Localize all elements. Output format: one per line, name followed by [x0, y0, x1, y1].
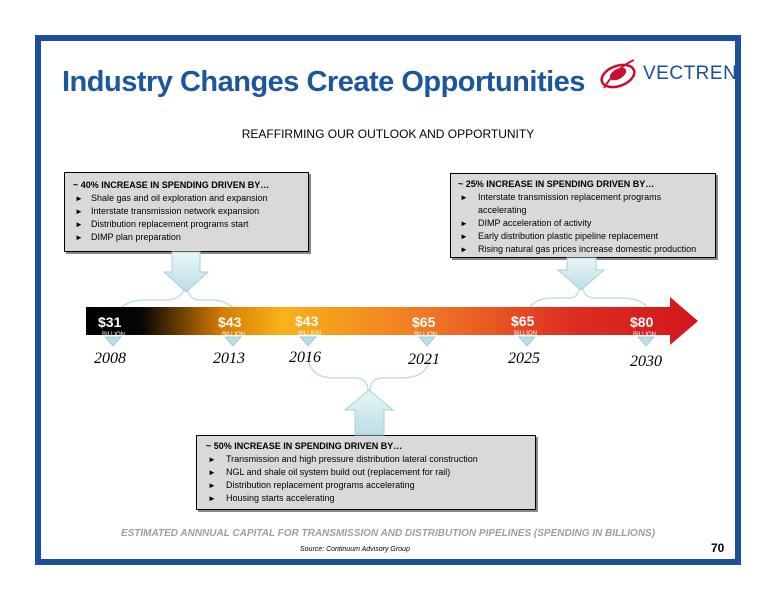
bullet-arrow-icon: ► [208, 468, 216, 477]
bullet-arrow-icon: ► [208, 455, 216, 464]
list-item: ► DIMP acceleration of activity [460, 218, 592, 228]
bullet-arrow-icon: ► [208, 481, 216, 490]
callout-box-40-percent: ~ 40% INCREASE IN SPENDING DRIVEN BY… ► S… [64, 172, 309, 252]
amount-label: $80 [630, 314, 654, 330]
list-item: ► Shale gas and oil exploration and expan… [75, 193, 268, 203]
unit-label: BILLION [298, 331, 322, 337]
bullet-arrow-icon: ► [460, 193, 468, 202]
list-item: ► Early distribution plastic pipeline rep… [460, 231, 659, 241]
callout-box-25-percent: ~ 25% INCREASE IN SPENDING DRIVEN BY… ► I… [450, 173, 716, 258]
source-note: Source: Continuum Advisory Group [300, 546, 410, 553]
callout-heading: ~ 40% INCREASE IN SPENDING DRIVEN BY… [73, 180, 270, 190]
bullet-arrow-icon: ► [460, 232, 468, 241]
unit-label: BILLION [414, 332, 438, 338]
amount-label: $43 [295, 313, 319, 329]
list-item: ► DIMP plan preparation [75, 232, 181, 242]
list-item: ► NGL and shale oil system build out (rep… [208, 467, 451, 477]
year-label: 2008 [94, 350, 126, 367]
list-item: ► Distribution replacement programs start [75, 219, 249, 229]
list-item: ► Interstate transmission network expansi… [75, 206, 260, 216]
amount-label: $65 [412, 314, 436, 330]
amount-label: $65 [511, 313, 535, 329]
year-label: 2025 [508, 350, 540, 367]
unit-label: BILLION [102, 332, 126, 338]
list-item: ► Distribution replacement programs accel… [208, 480, 415, 490]
bullet-arrow-icon: ► [460, 219, 468, 228]
bullet-arrow-icon: ► [208, 494, 216, 503]
bullet-arrow-icon: ► [75, 220, 83, 229]
amount-label: $31 [98, 314, 122, 330]
slide-subtitle: REAFFIRMING OUR OUTLOOK AND OPPORTUNITY [241, 127, 535, 141]
list-item: ► Transmission and high pressure distribu… [208, 454, 478, 464]
slide-title: Industry Changes Create Opportunities [62, 66, 585, 98]
amount-label: $43 [218, 314, 242, 330]
year-label: 2013 [213, 350, 245, 367]
year-label: 2021 [408, 351, 440, 368]
callout-box-50-percent: ~ 50% INCREASE IN SPENDING DRIVEN BY… ► T… [196, 435, 536, 510]
unit-label: BILLION [514, 331, 538, 337]
year-label: 2016 [289, 349, 321, 366]
callout-pointers [162, 251, 606, 436]
list-item: ► Rising natural gas prices increase dome… [460, 244, 697, 254]
connector-lines [111, 281, 651, 393]
list-item: ► Housing starts accelerating [208, 493, 335, 503]
year-label: 2030 [630, 353, 662, 370]
bullet-arrow-icon: ► [460, 245, 468, 254]
bullet-arrow-icon: ► [75, 194, 83, 203]
vectren-logo-icon [600, 59, 636, 89]
unit-label: BILLION [633, 332, 657, 338]
page-number: 70 [711, 541, 725, 555]
bullet-arrow-icon: ► [75, 233, 83, 242]
bullet-arrow-icon: ► [75, 207, 83, 216]
timeline-arrow [86, 297, 698, 345]
unit-label: BILLION [222, 332, 246, 338]
callout-heading: ~ 25% INCREASE IN SPENDING DRIVEN BY… [458, 179, 655, 189]
chart-caption: ESTIMATED ANNNUAL CAPITAL FOR TRANSMISSI… [120, 528, 656, 539]
list-item: ► Interstate transmission replacement pro… [460, 192, 662, 215]
year-markers [104, 336, 655, 347]
callout-heading: ~ 50% INCREASE IN SPENDING DRIVEN BY… [206, 441, 403, 451]
logo-wordmark: VECTREN [643, 63, 738, 84]
